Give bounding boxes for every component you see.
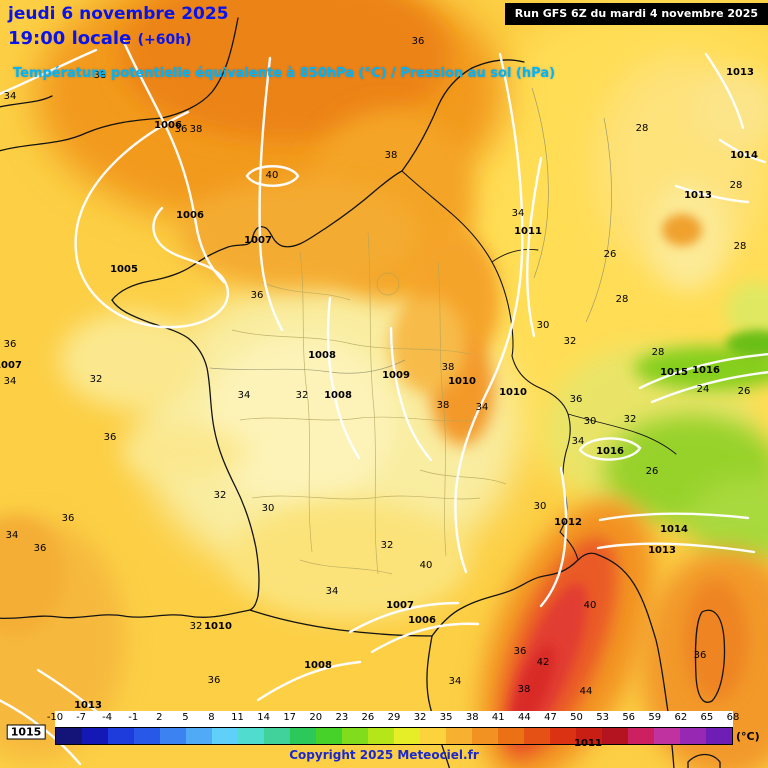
- colorbar-ticks: -10 -7 -4 -1 2 5 8 11 14 17 20 23 26 29 32 35 38 41 44 47 50…: [47, 711, 739, 727]
- colorbar-cell: [602, 728, 628, 744]
- colorbar-tick: 2: [156, 712, 163, 723]
- colorbar-cell: [186, 728, 212, 744]
- colorbar-cell: [56, 728, 82, 744]
- colorbar-tick: -7: [76, 712, 87, 723]
- colorbar-tick: 65: [700, 712, 714, 723]
- colorbar-cell: [472, 728, 498, 744]
- colorbar-cell: [628, 728, 654, 744]
- colorbar-tick: 20: [309, 712, 323, 723]
- colorbar-cell: [290, 728, 316, 744]
- colorbar-tick: 32: [413, 712, 427, 723]
- forecast-offset: (+60h): [137, 32, 192, 48]
- colorbar-tick: 50: [570, 712, 583, 723]
- colorbar-tick: 26: [361, 712, 375, 723]
- colorbar-unit: (°C): [736, 730, 760, 743]
- colorbar-cell: [160, 728, 186, 744]
- colorbar-tick: 35: [439, 712, 453, 723]
- colorbar-cell: [368, 728, 394, 744]
- colorbar-cell: [420, 728, 446, 744]
- river-lines: [209, 87, 612, 374]
- colorbar-cell: [654, 728, 680, 744]
- colorbar-tick: 14: [257, 712, 270, 723]
- copyright: Copyright 2025 Meteociel.fr: [289, 748, 479, 762]
- colorbar-cell: [446, 728, 472, 744]
- colorbar-cell: [342, 728, 368, 744]
- colorbar-cell: [82, 728, 108, 744]
- colorbar-tick: 5: [182, 712, 189, 723]
- colorbar-tick: -1: [128, 712, 139, 723]
- colorbar-cell: [264, 728, 290, 744]
- colorbar-tick: 44: [518, 712, 531, 723]
- colorbar-tick: -10: [46, 712, 64, 723]
- colorbar-tick: 47: [544, 712, 557, 723]
- colorbar-tick: -4: [102, 712, 113, 723]
- colorbar-cell: [524, 728, 550, 744]
- colorbar-tick: 62: [674, 712, 688, 723]
- colorbar-tick: 41: [491, 712, 505, 723]
- time-text: 19:00 locale: [8, 28, 132, 49]
- colorbar-tick: 56: [622, 712, 636, 723]
- map-subtitle: Température potentielle équivalente à 85…: [13, 66, 556, 81]
- colorbar-tick: 23: [335, 712, 349, 723]
- colorbar-cell: [706, 728, 732, 744]
- colorbar-tick: 29: [387, 712, 401, 723]
- colorbar-cell: [238, 728, 264, 744]
- colorbar-tick: 11: [231, 712, 244, 723]
- colorbar-cell: [134, 728, 160, 744]
- colorbar-tick: 68: [726, 712, 740, 723]
- colorbar-tick: 38: [465, 712, 479, 723]
- colorbar-cell: [498, 728, 524, 744]
- isobar-lines: [0, 36, 768, 766]
- colorbar-cell: [394, 728, 420, 744]
- run-info-box: Run GFS 6Z du mardi 4 novembre 2025: [504, 3, 768, 25]
- colorbar-cell: [680, 728, 706, 744]
- colorbar-cell: [108, 728, 134, 744]
- date-line: jeudi 6 novembre 2025: [8, 4, 229, 24]
- colorbar: [55, 727, 733, 745]
- colorbar-cell: [212, 728, 238, 744]
- colorbar-tick: 59: [648, 712, 662, 723]
- time-line: 19:00 locale (+60h): [8, 28, 408, 49]
- colorbar-tick: 53: [596, 712, 609, 723]
- colorbar-tick: 8: [208, 712, 215, 723]
- colorbar-tick: 17: [283, 712, 297, 723]
- colorbar-cell: [316, 728, 342, 744]
- department-borders: [231, 231, 507, 575]
- colorbar-cell: [550, 728, 576, 744]
- colorbar-cell: [576, 728, 602, 744]
